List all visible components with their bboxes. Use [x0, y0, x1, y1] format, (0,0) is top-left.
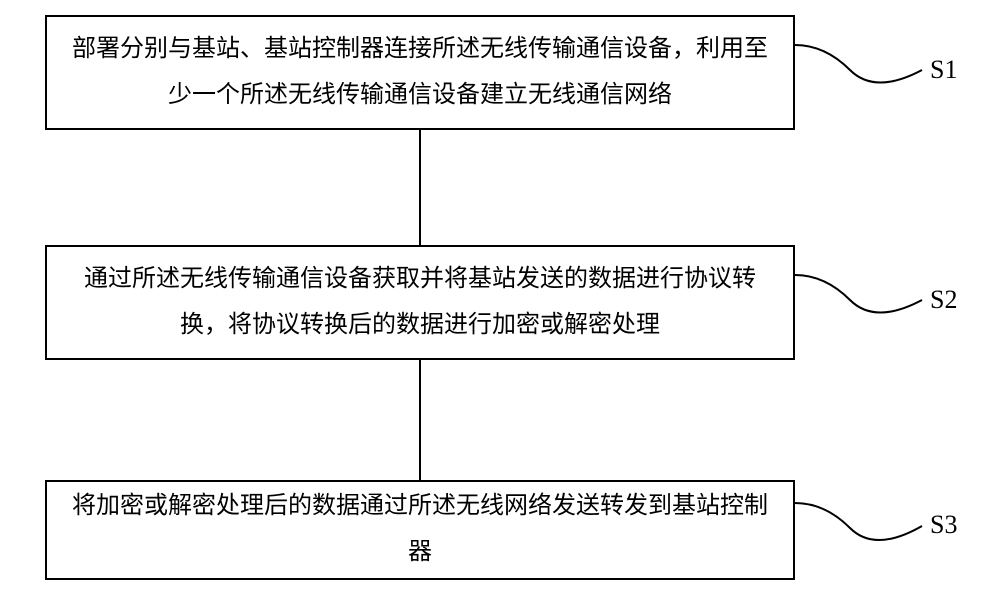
connector-2 — [419, 360, 421, 480]
step-text-s2: 通过所述无线传输通信设备获取并将基站发送的数据进行协议转换，将协议转换后的数据进… — [72, 257, 768, 348]
label-connector-s2 — [795, 270, 925, 335]
flowchart-container: 部署分别与基站、基站控制器连接所述无线传输通信设备，利用至少一个所述无线传输通信… — [0, 0, 1000, 609]
step-box-s3: 将加密或解密处理后的数据通过所述无线网络发送转发到基站控制器 — [45, 480, 795, 580]
step-box-s2: 通过所述无线传输通信设备获取并将基站发送的数据进行协议转换，将协议转换后的数据进… — [45, 245, 795, 360]
label-connector-s3 — [795, 498, 925, 563]
step-label-s1: S1 — [930, 55, 957, 85]
step-label-s2: S2 — [930, 285, 957, 315]
connector-1 — [419, 130, 421, 245]
label-connector-s1 — [795, 40, 925, 105]
step-text-s1: 部署分别与基站、基站控制器连接所述无线传输通信设备，利用至少一个所述无线传输通信… — [72, 27, 768, 118]
step-text-s3: 将加密或解密处理后的数据通过所述无线网络发送转发到基站控制器 — [72, 484, 768, 575]
step-box-s1: 部署分别与基站、基站控制器连接所述无线传输通信设备，利用至少一个所述无线传输通信… — [45, 15, 795, 130]
step-label-s3: S3 — [930, 510, 957, 540]
